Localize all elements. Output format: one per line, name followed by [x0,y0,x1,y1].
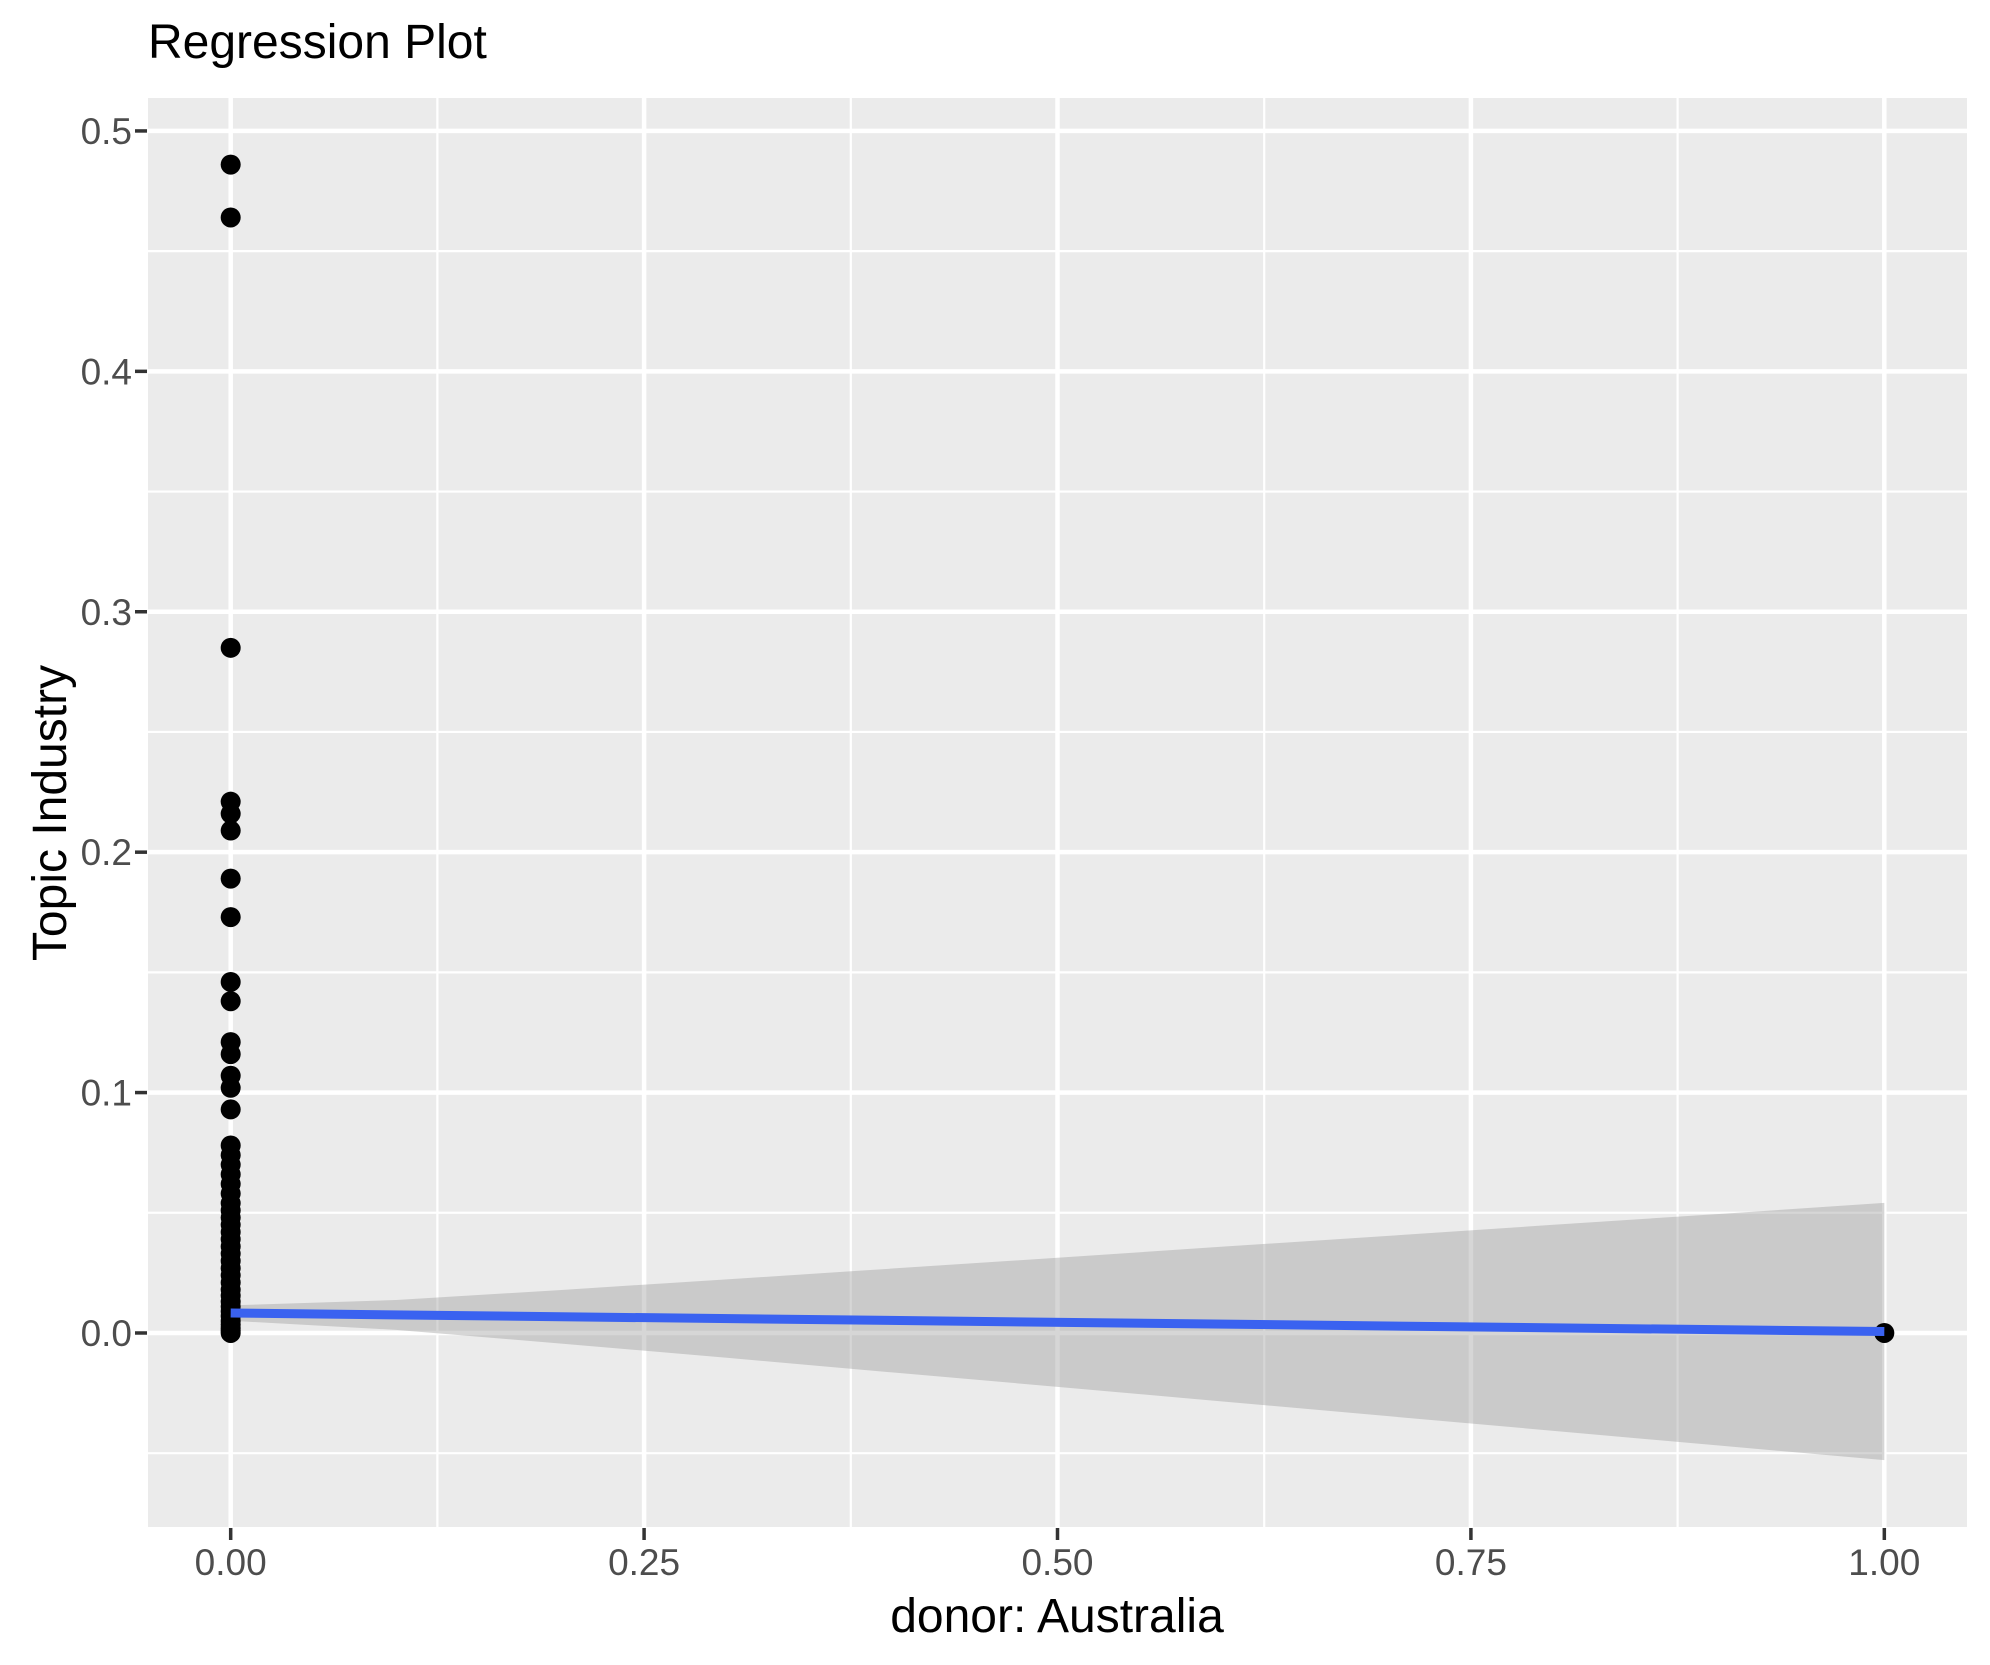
y-tick-label: 0.4 [81,351,132,392]
x-tick-label: 0.50 [1021,1542,1093,1583]
x-tick-label: 0.00 [195,1542,267,1583]
y-tick-label: 0.0 [81,1313,132,1354]
data-point [220,637,241,658]
y-tick-label: 0.2 [81,832,132,873]
y-tick-label: 0.3 [81,592,132,633]
data-point [220,154,241,175]
x-axis-title: donor: Australia [890,1590,1224,1643]
plot-title: Regression Plot [148,16,487,69]
confidence-band [230,1202,1885,1461]
x-tick-label: 0.25 [608,1542,680,1583]
data-point [220,971,241,992]
data-point [220,820,241,841]
data-point [220,991,241,1012]
axis-tick-labels: 0.00 0.25 0.50 0.75 1.00 0.0 0.1 0.2 0.3 0.4 0.5 [81,111,1921,1583]
y-tick-label: 0.1 [81,1073,132,1114]
data-point [220,868,241,889]
regression-line [230,1308,1885,1337]
y-tick-label: 0.5 [81,111,132,152]
x-tick-label: 0.75 [1435,1542,1507,1583]
data-point [220,207,241,228]
data-point [220,803,241,824]
y-axis-title: Topic Industry [24,665,77,961]
data-point [220,907,241,928]
data-point [220,1044,241,1065]
data-point [220,1077,241,1098]
x-tick-label: 1.00 [1848,1542,1920,1583]
axis-tick-marks [135,129,1887,1540]
data-point [220,1322,241,1343]
data-point [220,1099,241,1120]
chart-geometry: 0.00 0.25 0.50 0.75 1.00 0.0 0.1 0.2 0.3 0.4 0.5 [81,98,1967,1583]
scatter-points [220,154,1895,1343]
